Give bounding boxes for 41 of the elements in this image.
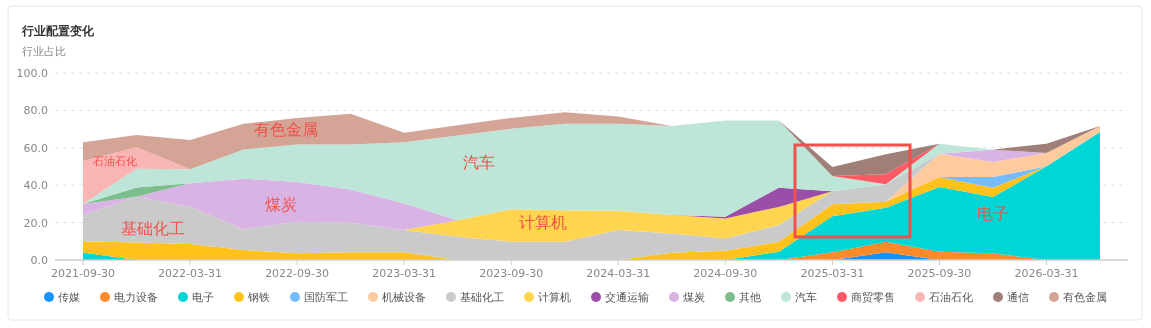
y-tick-label: 40.0 bbox=[23, 179, 48, 193]
legend-label: 有色金属 bbox=[1063, 291, 1107, 304]
legend-label: 传媒 bbox=[58, 291, 80, 304]
x-tick-label: 2025-09-30 bbox=[907, 267, 972, 280]
x-tick-label: 2021-09-30 bbox=[51, 267, 115, 280]
legend-label: 商贸零售 bbox=[851, 291, 895, 304]
annotation: 电子 bbox=[976, 203, 1009, 223]
legend-label: 国防军工 bbox=[304, 291, 348, 304]
y-tick-label: 20.0 bbox=[23, 216, 48, 230]
x-tick-label: 2026-03-31 bbox=[1014, 267, 1079, 280]
x-tick-label: 2024-03-31 bbox=[586, 267, 651, 280]
legend-label: 计算机 bbox=[538, 291, 571, 304]
x-tick-label: 2022-09-30 bbox=[265, 267, 330, 280]
legend-label: 基础化工 bbox=[460, 291, 504, 304]
legend-label: 通信 bbox=[1007, 291, 1029, 304]
x-tick-label: 2022-03-31 bbox=[158, 267, 223, 280]
annotation: 汽车 bbox=[463, 153, 496, 173]
legend-label: 石油石化 bbox=[929, 291, 973, 304]
legend-label: 电子 bbox=[192, 291, 214, 304]
annotation: 石油石化 bbox=[93, 154, 138, 168]
annotation: 煤炭 bbox=[265, 194, 298, 214]
x-tick-label: 2023-09-30 bbox=[479, 267, 544, 280]
x-tick-label: 2025-03-31 bbox=[800, 267, 865, 280]
y-tick-label: 60.0 bbox=[23, 141, 48, 155]
y-tick-label: 100.0 bbox=[16, 67, 48, 80]
chart-title: 行业配置变化 bbox=[21, 24, 95, 38]
legend-label: 机械设备 bbox=[382, 291, 426, 304]
y-tick-label: 80.0 bbox=[23, 104, 48, 118]
x-tick-label: 2023-03-31 bbox=[372, 267, 437, 280]
y-axis-title: 行业占比 bbox=[22, 45, 66, 58]
legend-label: 钢铁 bbox=[247, 291, 270, 304]
annotation: 计算机 bbox=[519, 213, 568, 233]
legend-label: 其他 bbox=[739, 291, 761, 304]
legend-label: 煤炭 bbox=[683, 291, 705, 304]
annotation: 有色金属 bbox=[254, 119, 319, 139]
legend-label: 电力设备 bbox=[114, 291, 158, 304]
y-tick-label: 0.0 bbox=[30, 254, 48, 267]
x-tick-label: 2024-09-30 bbox=[693, 267, 758, 280]
annotation: 基础化工 bbox=[120, 218, 185, 238]
legend-label: 汽车 bbox=[795, 291, 817, 304]
legend-label: 交通运输 bbox=[605, 291, 649, 304]
